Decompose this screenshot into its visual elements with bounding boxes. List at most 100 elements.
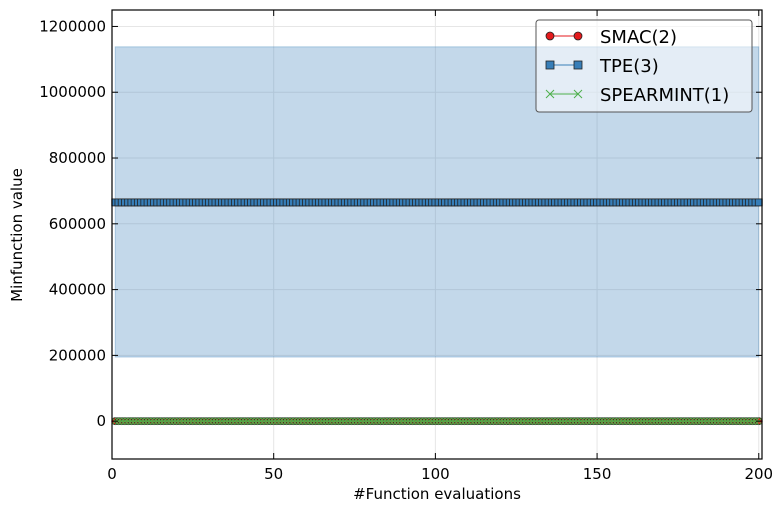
data-point <box>486 417 495 426</box>
data-point <box>622 417 631 426</box>
data-point <box>389 417 398 426</box>
data-point <box>729 417 737 426</box>
data-point <box>706 417 715 426</box>
data-point <box>295 417 304 426</box>
series-tpe-3- <box>111 198 763 207</box>
data-point <box>205 417 213 426</box>
data-point <box>732 417 740 426</box>
data-point <box>134 417 142 426</box>
data-point <box>114 417 123 426</box>
data-point <box>182 417 191 426</box>
data-point <box>615 417 624 426</box>
data-point <box>754 198 763 207</box>
data-point <box>557 417 566 426</box>
data-point <box>619 417 627 426</box>
data-point <box>437 417 446 426</box>
data-point <box>518 417 527 426</box>
data-point <box>121 417 129 426</box>
x-tick-label: 100 <box>421 465 450 483</box>
data-point <box>628 417 637 426</box>
data-point <box>541 417 550 426</box>
x-tick-label: 0 <box>107 465 117 483</box>
data-point <box>560 417 569 426</box>
data-point <box>625 417 634 426</box>
data-point <box>693 417 702 426</box>
y-tick-label: 400000 <box>49 281 106 299</box>
data-point <box>589 417 598 426</box>
data-point <box>311 417 320 426</box>
data-point <box>535 417 543 426</box>
data-point <box>428 417 437 426</box>
data-point <box>567 417 576 426</box>
axis-ticks <box>111 10 762 459</box>
legend-label: SPEARMINT(1) <box>600 85 729 106</box>
data-point <box>454 417 462 426</box>
data-point <box>573 31 583 41</box>
data-point <box>450 417 459 426</box>
data-point <box>231 417 239 426</box>
data-point <box>318 417 327 426</box>
data-point <box>256 417 265 426</box>
data-point <box>499 417 508 426</box>
data-point <box>373 417 382 426</box>
data-point <box>195 417 204 426</box>
data-point <box>751 417 760 426</box>
data-point <box>722 417 731 426</box>
data-point <box>547 417 556 426</box>
data-point <box>166 417 175 426</box>
legend-label: SMAC(2) <box>600 27 677 48</box>
data-point <box>551 417 559 426</box>
data-point <box>243 417 252 426</box>
data-point <box>544 417 553 426</box>
data-point <box>399 417 407 426</box>
data-point <box>596 417 605 426</box>
data-point <box>383 417 391 426</box>
data-point <box>644 417 653 426</box>
data-point <box>612 417 621 426</box>
data-point <box>392 417 401 426</box>
data-point <box>143 417 152 426</box>
data-point <box>159 417 168 426</box>
data-point <box>302 417 310 426</box>
data-point <box>289 417 297 426</box>
data-point <box>266 417 275 426</box>
data-point <box>237 417 246 426</box>
data-point <box>545 60 555 70</box>
x-axis-title: #Function evaluations <box>353 485 521 503</box>
data-point <box>172 417 181 426</box>
data-point <box>741 417 750 426</box>
data-point <box>418 417 427 426</box>
data-point <box>476 417 485 426</box>
data-point <box>344 417 352 426</box>
data-point <box>683 417 692 426</box>
data-point <box>347 417 356 426</box>
legend-box <box>535 19 753 113</box>
data-point <box>522 417 530 426</box>
data-point <box>577 417 585 426</box>
data-point <box>470 417 479 426</box>
data-point <box>483 417 491 426</box>
data-point <box>509 417 517 426</box>
data-point <box>638 417 647 426</box>
data-point <box>211 417 220 426</box>
data-point <box>593 417 601 426</box>
data-point <box>599 417 608 426</box>
data-point <box>434 417 443 426</box>
data-point <box>376 417 385 426</box>
data-point <box>214 417 223 426</box>
legend-item: SMAC(2) <box>545 27 677 48</box>
data-point <box>709 417 718 426</box>
data-point <box>703 417 711 426</box>
data-point <box>457 417 466 426</box>
data-point <box>156 417 165 426</box>
data-point <box>687 417 695 426</box>
data-point <box>528 417 537 426</box>
data-point <box>360 417 369 426</box>
data-point <box>263 417 272 426</box>
legend: SMAC(2) TPE(3) SPEARMINT(1) <box>535 19 753 113</box>
legend-item: TPE(3) <box>545 56 659 77</box>
data-point <box>321 417 330 426</box>
legend-items: SMAC(2) TPE(3) SPEARMINT(1) <box>545 27 729 106</box>
data-point <box>573 417 582 426</box>
data-point <box>677 417 686 426</box>
